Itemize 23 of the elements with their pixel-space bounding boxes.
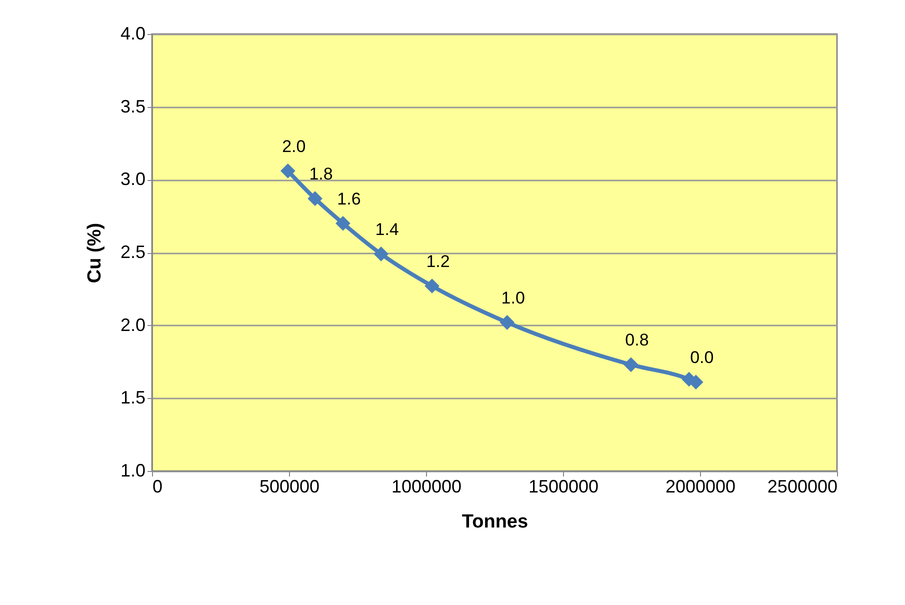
y-tick-label: 3.0: [120, 169, 146, 190]
y-tick-label: 2.0: [120, 314, 146, 335]
annotation: 1.0: [501, 288, 525, 308]
annotation: 1.2: [426, 252, 450, 272]
annotation: 1.8: [309, 164, 333, 184]
y-axis-title: Cu (%): [84, 222, 106, 284]
x-tick-label: 1000000: [391, 476, 462, 496]
x-tick-label: 2000000: [665, 476, 736, 496]
annotation: 2.0: [282, 136, 306, 156]
y-tick-label: 4.0: [120, 24, 146, 44]
x-tick-label: 1500000: [528, 476, 599, 496]
x-tick-label: 2500000: [767, 476, 838, 496]
y-tick-label: 2.5: [120, 242, 146, 262]
x-tick-label: 0: [152, 476, 163, 496]
annotation: 1.6: [337, 189, 361, 208]
y-tick-label: 1.0: [120, 460, 146, 480]
y-tick-label: 1.5: [120, 388, 146, 408]
x-axis-title: Tonnes: [462, 512, 528, 532]
x-tick-label: 500000: [259, 476, 320, 496]
annotation: 0.8: [625, 330, 649, 350]
annotation: 1.4: [375, 220, 399, 239]
annotation: 0.0: [690, 348, 714, 368]
y-tick-label: 3.5: [120, 96, 146, 116]
